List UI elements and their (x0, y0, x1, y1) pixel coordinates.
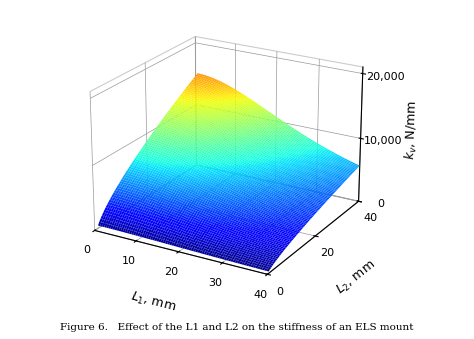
Text: Figure 6.   Effect of the L1 and L2 on the stiffness of an ELS mount: Figure 6. Effect of the L1 and L2 on the… (60, 323, 414, 332)
X-axis label: $L_1$, mm: $L_1$, mm (129, 290, 178, 316)
Y-axis label: $L_2$, mm: $L_2$, mm (334, 258, 379, 298)
